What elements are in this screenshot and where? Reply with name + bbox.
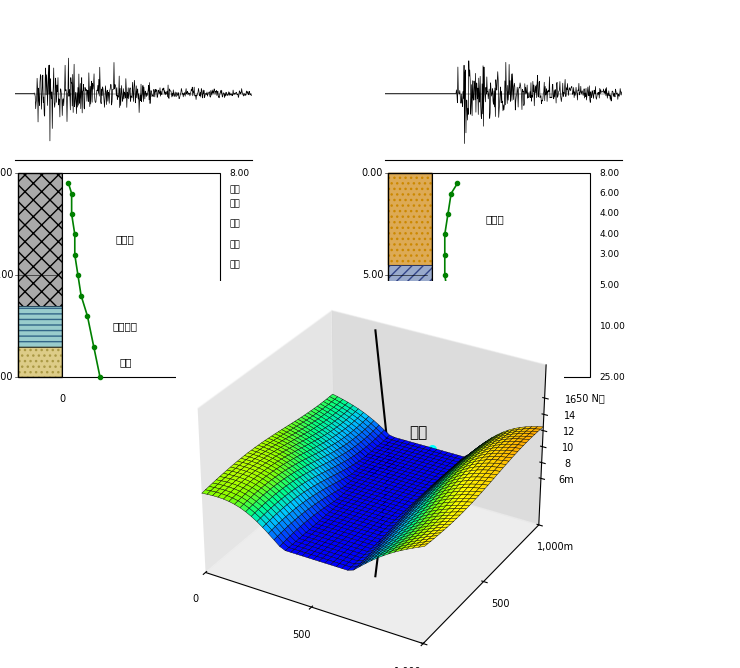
Text: 凝灰質粘土: 凝灰質粘土 bbox=[480, 296, 511, 306]
FancyBboxPatch shape bbox=[62, 173, 220, 377]
Text: 細砂: 細砂 bbox=[119, 357, 132, 367]
Text: 0.00: 0.00 bbox=[0, 168, 13, 178]
Text: 細砂: 細砂 bbox=[489, 352, 502, 362]
Text: 3.00: 3.00 bbox=[599, 250, 619, 259]
FancyBboxPatch shape bbox=[388, 337, 432, 377]
FancyBboxPatch shape bbox=[388, 265, 432, 337]
Text: 8.00: 8.00 bbox=[599, 168, 619, 178]
Text: 0: 0 bbox=[59, 393, 65, 403]
Text: 自沈: 自沈 bbox=[229, 261, 241, 269]
Text: 15.00: 15.00 bbox=[229, 281, 255, 290]
Text: 25.00: 25.00 bbox=[599, 373, 625, 381]
FancyBboxPatch shape bbox=[18, 347, 62, 377]
Text: 50 N値: 50 N値 bbox=[206, 393, 235, 403]
Text: 6.00: 6.00 bbox=[599, 189, 619, 198]
Text: 29.00: 29.00 bbox=[229, 373, 255, 381]
Text: 砂質粘土: 砂質粘土 bbox=[112, 321, 138, 331]
Text: 地震波形: 地震波形 bbox=[118, 174, 148, 187]
Text: 10.00: 10.00 bbox=[599, 322, 625, 331]
Text: 自沈: 自沈 bbox=[229, 240, 241, 249]
FancyBboxPatch shape bbox=[388, 173, 432, 265]
Text: 自沈: 自沈 bbox=[229, 199, 241, 208]
Text: 自沈: 自沈 bbox=[229, 185, 241, 194]
Text: 50 N値: 50 N値 bbox=[576, 393, 605, 403]
Text: 5.00: 5.00 bbox=[599, 281, 619, 290]
Text: 0.00: 0.00 bbox=[362, 168, 383, 178]
FancyBboxPatch shape bbox=[18, 306, 62, 347]
FancyBboxPatch shape bbox=[18, 173, 62, 306]
Text: 4.00: 4.00 bbox=[599, 210, 619, 218]
Text: 腐植土: 腐植土 bbox=[116, 234, 135, 244]
Text: 0: 0 bbox=[429, 393, 435, 403]
FancyBboxPatch shape bbox=[432, 173, 590, 377]
Text: 5.00: 5.00 bbox=[362, 270, 383, 280]
Text: 4.00: 4.00 bbox=[599, 230, 619, 239]
Text: 10.00: 10.00 bbox=[356, 372, 383, 382]
Text: 10.00: 10.00 bbox=[0, 372, 13, 382]
Text: 5.00: 5.00 bbox=[0, 270, 13, 280]
Text: 22.00: 22.00 bbox=[229, 332, 255, 341]
Text: ローム: ローム bbox=[486, 214, 505, 224]
Text: 20.00: 20.00 bbox=[229, 311, 255, 321]
Text: 自沈: 自沈 bbox=[229, 220, 241, 228]
Text: 8.00: 8.00 bbox=[229, 168, 249, 178]
